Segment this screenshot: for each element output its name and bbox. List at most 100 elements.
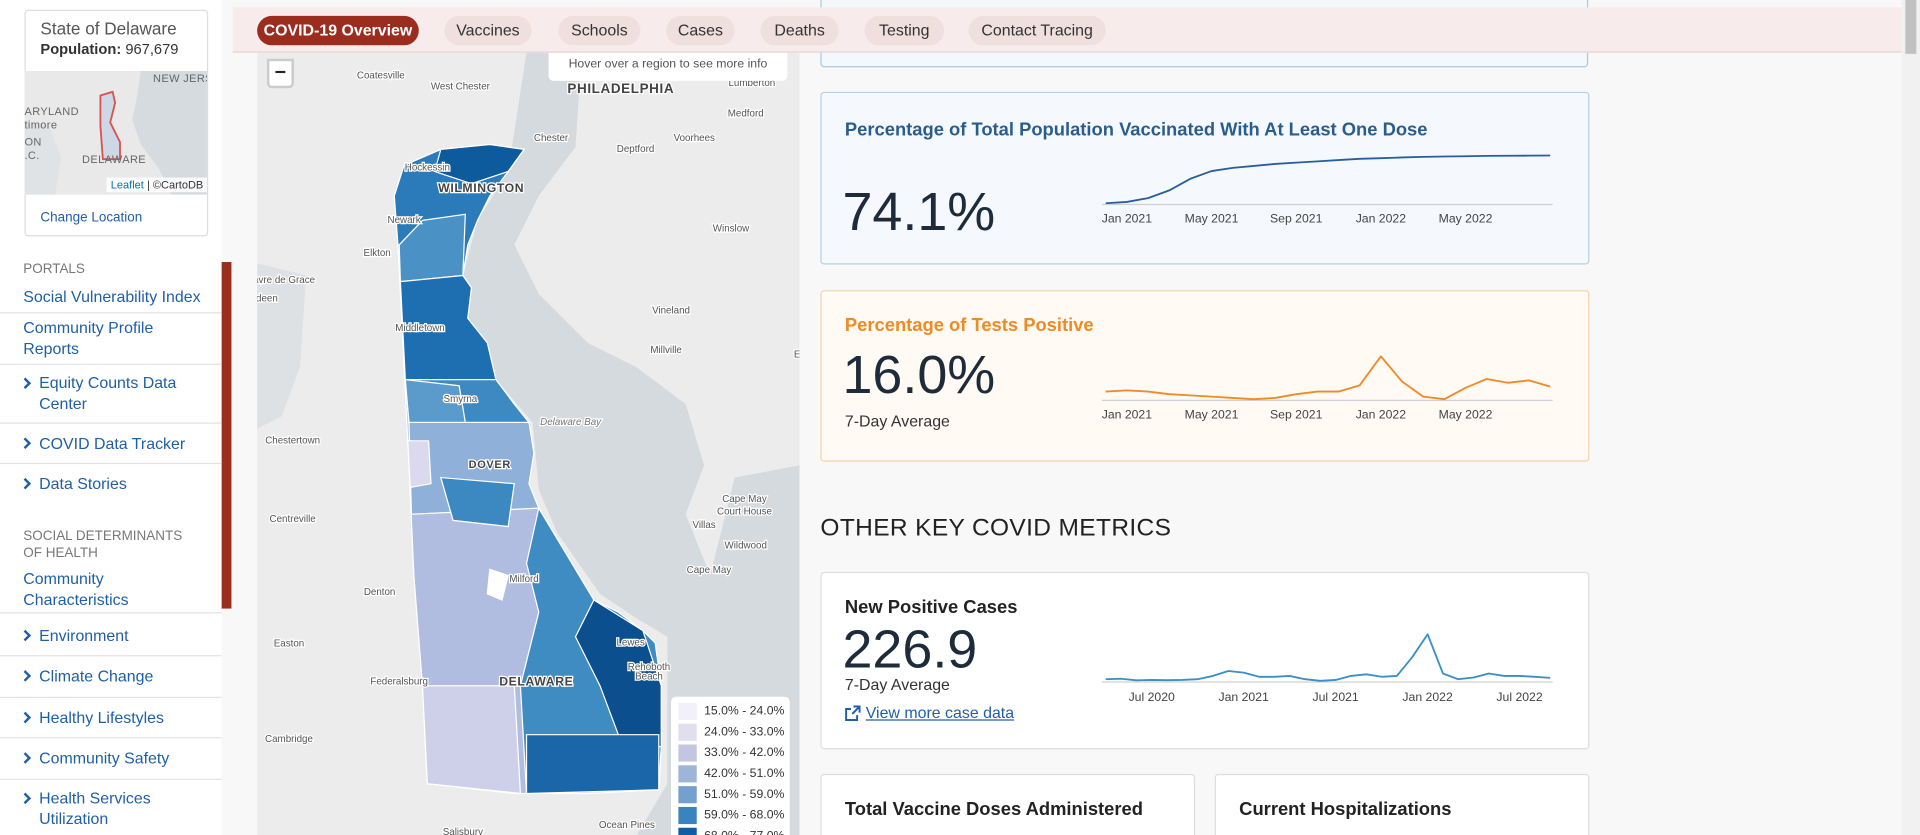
place-label: Newark (388, 215, 421, 226)
region[interactable] (525, 734, 660, 795)
place-label: Delaware Bay (540, 417, 602, 428)
place-label: PHILADELPHIA (567, 81, 674, 96)
sidebar-link[interactable]: Equity Counts Data Center (39, 373, 177, 413)
region[interactable] (433, 143, 526, 185)
place-label: deen (257, 293, 278, 304)
separator (0, 363, 222, 365)
nav-tab[interactable]: Testing (864, 15, 945, 46)
water (257, 263, 307, 429)
scroll-thumb[interactable] (1905, 0, 1917, 54)
metric-card (820, 773, 1196, 835)
region[interactable] (421, 685, 522, 795)
chevron[interactable] (22, 629, 32, 642)
chevron-path (23, 477, 32, 490)
attribution: Leaflet | ©CartoDB (107, 177, 207, 193)
mini-map-label: ON (24, 135, 42, 149)
separator (0, 737, 222, 739)
place-label: Hockessin (405, 162, 450, 173)
nav-tab[interactable]: Deaths (760, 15, 839, 46)
sidebar-link[interactable]: Community Characteristics (23, 569, 129, 609)
page-scrollbar (1901, 0, 1920, 835)
zoom-out-button[interactable]: − (266, 58, 294, 89)
sidebar-link[interactable]: COVID Data Tracker (39, 434, 186, 453)
separator (0, 462, 222, 465)
chevron[interactable] (22, 437, 32, 450)
sidebar-link[interactable]: Healthy Lifestyles (39, 708, 164, 727)
sidebar-link[interactable]: Health Services Utilization (39, 788, 151, 828)
place-label: Federalsburg (370, 677, 428, 688)
card-title: New Positive Cases (844, 596, 1018, 618)
place-label: avre de Grace (257, 275, 315, 286)
location-title: State of Delaware (40, 18, 177, 38)
legend-swatch (678, 765, 697, 783)
population-label: Population: (40, 40, 122, 58)
mini-map-label: ARYLAND (24, 105, 79, 118)
place-label: Coatesville (357, 71, 405, 82)
scroll-indicator (221, 262, 232, 609)
chevron-path (23, 711, 32, 724)
chevron[interactable] (22, 477, 32, 490)
place-label: Winslow (713, 224, 750, 235)
selected-region (99, 90, 121, 161)
population: Population: 967,679 (40, 40, 178, 57)
card-value: 226.9 (842, 619, 978, 680)
chevron-path (23, 629, 32, 642)
hover-hint: Hover over a region to see more info (548, 52, 788, 81)
card-title: Percentage of Tests Positive (844, 315, 1094, 337)
nav-tab[interactable]: COVID-19 Overview (257, 15, 419, 46)
nav-tab[interactable]: Contact Tracing (968, 15, 1106, 46)
chevron[interactable] (22, 792, 32, 805)
card-title: Percentage of Total Population Vaccinate… (844, 119, 1428, 141)
region[interactable] (439, 476, 515, 528)
chevron[interactable] (22, 711, 32, 724)
mini-map-label: DELAWARE (82, 153, 147, 166)
chevron[interactable] (22, 752, 32, 764)
chevron-path (23, 437, 32, 450)
place-label: Cambridge (265, 734, 313, 745)
place-label: Smyrna (444, 394, 478, 405)
place-label: West Chester (431, 82, 491, 93)
sidebar-link[interactable]: Environment (39, 626, 129, 645)
place-label: Elkton (364, 248, 391, 259)
chevron[interactable] (22, 377, 32, 390)
place-label: Vineland (652, 306, 690, 317)
chevron-path (23, 752, 32, 764)
sidebar-link[interactable]: Community Safety (39, 748, 170, 768)
sidebar-link[interactable]: Community Profile Reports (23, 318, 154, 358)
nav-tab[interactable]: Schools (558, 15, 641, 46)
mini-map-label: .C. (24, 149, 40, 162)
nav-tab[interactable]: Vaccines (444, 15, 532, 46)
place-label: Beach (635, 672, 663, 683)
place-label: DELAWARE (499, 674, 573, 688)
attribution-link[interactable]: Leaflet (110, 178, 144, 192)
change-location-link[interactable]: Change Location (40, 210, 143, 226)
card-link[interactable]: View more case data (865, 703, 1015, 722)
legend-swatch (678, 744, 697, 762)
nav-tab[interactable]: Cases (666, 15, 735, 46)
sidebar-link[interactable]: Climate Change (39, 666, 154, 686)
sidebar-link[interactable]: Social Vulnerability Index (23, 287, 201, 306)
icon-path (845, 705, 861, 721)
place-label: Denton (364, 587, 396, 598)
place-label: Salisbury (443, 827, 483, 835)
region[interactable] (486, 568, 509, 601)
legend-label: 42.0% - 51.0% (704, 767, 785, 781)
card-title: Total Vaccine Doses Administered (844, 798, 1143, 820)
place-label: Middletown (395, 323, 444, 334)
place-label: DOVER (469, 459, 511, 471)
place-label: Villas (692, 520, 715, 531)
legend-label: 59.0% - 68.0% (704, 808, 785, 823)
sidebar-link[interactable]: Data Stories (39, 474, 127, 493)
card-subtitle: 7-Day Average (844, 412, 950, 431)
map[interactable]: Coatesville West Chester PHILADELPHIA Lumbe… (257, 52, 800, 835)
separator (0, 778, 222, 780)
separator (0, 696, 222, 698)
place-label: Voorhees (674, 133, 715, 144)
chevron[interactable] (22, 670, 32, 682)
external-link-icon[interactable] (845, 705, 861, 721)
legend-label: 33.0% - 42.0% (704, 746, 785, 760)
card-subtitle: 7-Day Average (844, 675, 950, 694)
place-label: Lewes (616, 637, 644, 648)
region[interactable] (407, 440, 432, 489)
